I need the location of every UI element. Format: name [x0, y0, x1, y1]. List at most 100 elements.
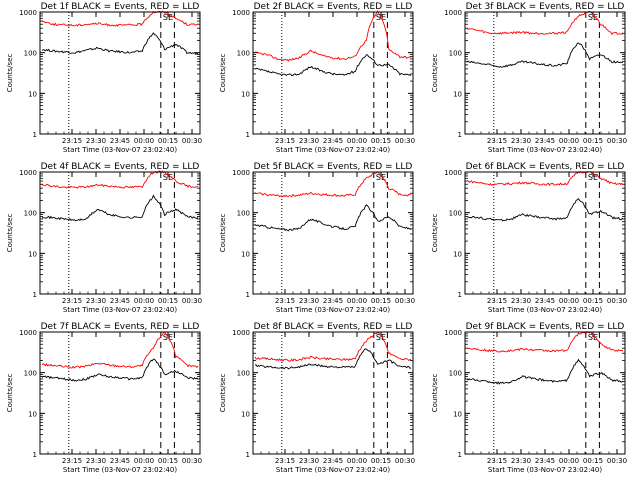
panel-title: Det 9f BLACK = Events, RED = LLD — [466, 322, 625, 332]
y-tick-label: 1 — [246, 291, 250, 299]
y-tick-label: 10 — [453, 250, 462, 258]
lld-series-line — [41, 170, 199, 189]
x-tick-label: 00:00 — [559, 457, 579, 465]
events-series-line — [466, 42, 623, 68]
plot-frame — [39, 171, 201, 295]
y-tick-label: 1 — [33, 291, 37, 299]
x-tick-label: 00:00 — [347, 137, 367, 145]
chart-panel-7: Det 7f BLACK = Events, RED = LLD Counts/s… — [6, 322, 202, 474]
y-axis-label: Counts/sec — [6, 214, 14, 253]
y-tick-label: 100 — [24, 210, 37, 218]
saa-marker-label: SE — [588, 333, 598, 342]
x-tick-label: 23:15 — [62, 137, 82, 145]
x-axis-label: Start Time (03-Nov-07 23:02:40) — [276, 466, 390, 474]
x-tick-label: 00:15 — [583, 457, 603, 465]
x-tick-label: 23:45 — [323, 297, 343, 305]
y-tick-label: 100 — [237, 210, 250, 218]
x-tick-label: 23:30 — [86, 457, 106, 465]
x-tick-label: 23:30 — [86, 297, 106, 305]
y-axis-label: Counts/sec — [431, 54, 439, 93]
events-series-line — [254, 54, 412, 77]
x-tick-label: 23:30 — [299, 137, 319, 145]
x-tick-label: 00:30 — [395, 297, 415, 305]
y-axis-label: Counts/sec — [219, 214, 227, 253]
y-tick-label: 1 — [458, 291, 462, 299]
x-tick-label: 00:30 — [607, 297, 627, 305]
x-tick-label: 23:15 — [487, 457, 507, 465]
plot-frame — [252, 331, 414, 455]
x-tick-label: 00:00 — [559, 297, 579, 305]
x-axis-label: Start Time (03-Nov-07 23:02:40) — [488, 146, 602, 154]
y-tick-label: 1000 — [19, 169, 37, 177]
x-tick-label: 23:30 — [299, 297, 319, 305]
y-tick-label: 10 — [28, 90, 37, 98]
plot-frame — [464, 11, 626, 135]
y-axis-label: Counts/sec — [431, 374, 439, 413]
y-tick-label: 1 — [246, 131, 250, 139]
y-tick-label: 100 — [449, 50, 462, 58]
x-tick-label: 23:45 — [323, 457, 343, 465]
x-tick-label: 00:15 — [158, 457, 178, 465]
saa-marker-label: SE — [588, 173, 598, 182]
y-tick-label: 1000 — [232, 169, 250, 177]
x-axis-label: Start Time (03-Nov-07 23:02:40) — [63, 146, 177, 154]
chart-panel-2: Det 2f BLACK = Events, RED = LLD Counts/s… — [219, 2, 415, 154]
y-axis-label: Counts/sec — [219, 374, 227, 413]
y-axis-label: Counts/sec — [219, 54, 227, 93]
lld-series-line — [466, 330, 624, 353]
chart-panel-5: Det 5f BLACK = Events, RED = LLD Counts/s… — [219, 162, 415, 314]
panel-title: Det 7f BLACK = Events, RED = LLD — [41, 322, 200, 332]
y-tick-label: 10 — [241, 410, 250, 418]
x-axis-label: Start Time (03-Nov-07 23:02:40) — [63, 306, 177, 314]
saa-marker-label: SE — [163, 13, 173, 22]
plot-frame — [464, 331, 626, 455]
y-tick-label: 10 — [241, 90, 250, 98]
y-tick-label: 1 — [458, 131, 462, 139]
chart-panel-8: Det 8f BLACK = Events, RED = LLD Counts/s… — [219, 322, 415, 474]
y-tick-label: 100 — [449, 210, 462, 218]
x-tick-label: 00:00 — [134, 297, 154, 305]
events-series-line — [254, 348, 412, 370]
x-tick-label: 00:30 — [182, 297, 202, 305]
x-tick-label: 00:15 — [158, 137, 178, 145]
x-tick-label: 00:30 — [607, 457, 627, 465]
x-tick-label: 23:30 — [299, 457, 319, 465]
y-tick-label: 1 — [246, 451, 250, 459]
y-tick-label: 10 — [241, 250, 250, 258]
lld-series-line — [467, 170, 624, 187]
panel-title: Det 5f BLACK = Events, RED = LLD — [254, 162, 413, 172]
x-tick-label: 23:15 — [275, 457, 295, 465]
plot-frame — [252, 11, 414, 135]
lld-series-line — [41, 331, 199, 369]
x-tick-label: 00:30 — [607, 137, 627, 145]
x-axis-label: Start Time (03-Nov-07 23:02:40) — [488, 306, 602, 314]
x-tick-label: 00:30 — [395, 457, 415, 465]
panel-title: Det 6f BLACK = Events, RED = LLD — [466, 162, 625, 172]
panel-title: Det 8f BLACK = Events, RED = LLD — [254, 322, 413, 332]
events-series-line — [41, 194, 199, 222]
y-tick-label: 10 — [28, 250, 37, 258]
saa-marker-label: SE — [588, 13, 598, 22]
x-tick-label: 23:45 — [535, 457, 555, 465]
y-tick-label: 1000 — [444, 329, 462, 337]
x-tick-label: 00:15 — [583, 297, 603, 305]
chart-panel-9: Det 9f BLACK = Events, RED = LLD Counts/s… — [431, 322, 627, 474]
lld-series-line — [41, 10, 199, 27]
x-tick-label: 00:15 — [583, 137, 603, 145]
panel-title: Det 2f BLACK = Events, RED = LLD — [254, 2, 413, 12]
y-axis-label: Counts/sec — [431, 214, 439, 253]
y-tick-label: 100 — [24, 50, 37, 58]
x-tick-label: 23:15 — [487, 137, 507, 145]
x-tick-label: 00:15 — [371, 297, 391, 305]
x-tick-label: 00:30 — [395, 137, 415, 145]
y-tick-label: 1000 — [19, 9, 37, 17]
x-tick-label: 00:00 — [347, 297, 367, 305]
x-tick-label: 23:30 — [511, 457, 531, 465]
x-axis-label: Start Time (03-Nov-07 23:02:40) — [63, 466, 177, 474]
lld-series-line — [254, 10, 412, 62]
y-tick-label: 10 — [453, 410, 462, 418]
y-tick-label: 1000 — [444, 169, 462, 177]
y-tick-label: 1000 — [232, 329, 250, 337]
x-tick-label: 23:15 — [487, 297, 507, 305]
x-tick-label: 23:30 — [86, 137, 106, 145]
